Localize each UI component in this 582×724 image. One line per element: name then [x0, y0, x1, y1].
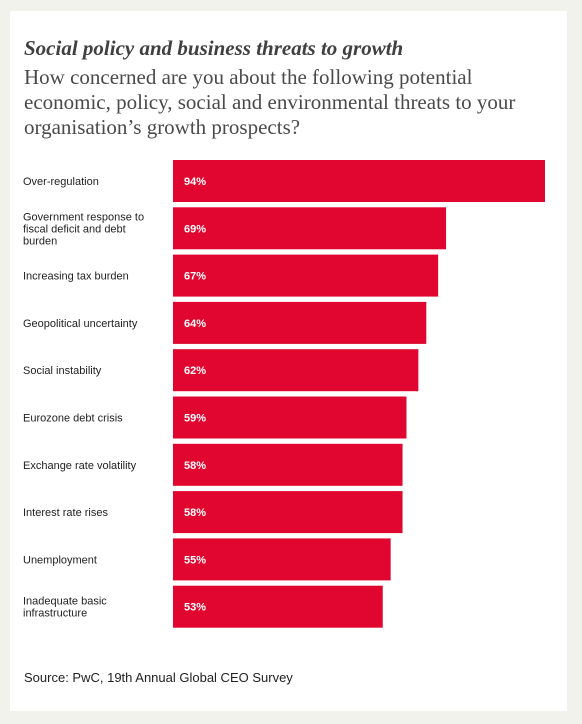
bar — [173, 396, 407, 439]
source-note: Source: PwC, 19th Annual Global CEO Surv… — [24, 670, 293, 685]
bar-value-label: 53% — [184, 602, 206, 614]
bar-value-label: 67% — [184, 271, 206, 283]
bar — [173, 301, 427, 344]
category-label: Unemployment — [23, 554, 97, 566]
category-label: Eurozone debt crisis — [23, 413, 123, 425]
category-label: Exchange rate volatility — [23, 460, 137, 472]
category-label: Increasing tax burden — [23, 271, 129, 283]
chart-title: Social policy and business threats to gr… — [24, 36, 404, 60]
bar-value-label: 62% — [184, 365, 206, 377]
bar — [173, 160, 545, 202]
bar — [173, 207, 447, 250]
bar — [173, 443, 403, 486]
bar-value-label: 58% — [184, 460, 206, 472]
bar-value-label: 58% — [184, 507, 206, 519]
category-label: Government response to fiscal deficit and… — [23, 211, 144, 247]
category-label: Interest rate rises — [23, 507, 108, 519]
bar-value-label: 69% — [184, 223, 206, 235]
bar — [173, 491, 403, 534]
category-label: Over-regulation — [23, 176, 99, 188]
bar-value-label: 59% — [184, 413, 206, 425]
category-label: Inadequate basic infrastructure — [23, 596, 107, 620]
bar-value-label: 55% — [184, 554, 206, 566]
bar — [173, 538, 391, 581]
bar — [173, 254, 439, 297]
chart-subtitle: How concerned are you about the followin… — [24, 65, 516, 139]
category-label: Social instability — [23, 365, 102, 377]
bar-value-label: 94% — [184, 176, 206, 188]
bar — [173, 349, 419, 392]
bar — [173, 585, 383, 628]
category-label: Geopolitical uncertainty — [23, 318, 138, 330]
bar-value-label: 64% — [184, 318, 206, 330]
